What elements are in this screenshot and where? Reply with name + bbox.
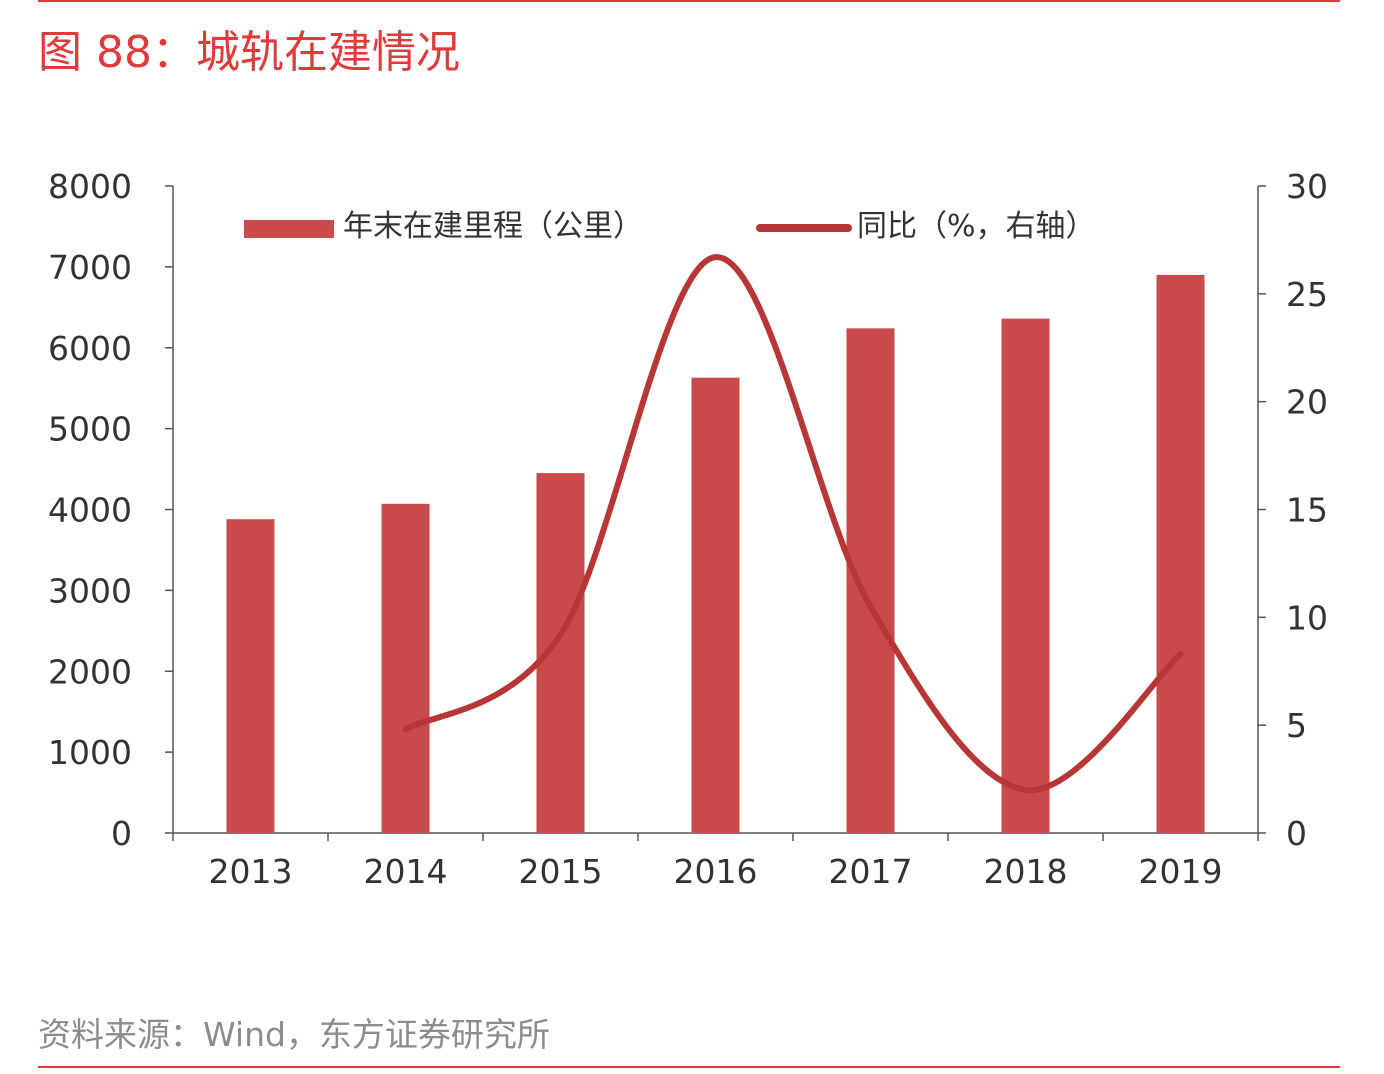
bottom-rule [38, 1066, 1340, 1068]
y-right-tick-label: 30 [1286, 167, 1328, 206]
y-right-tick-label: 15 [1286, 491, 1328, 530]
figure-title: 图 88：城轨在建情况 [38, 27, 460, 78]
y-right-tick-label: 0 [1286, 814, 1307, 853]
chart-axes: 0 1000 2000 3000 4000 5000 6000 7000 8000 0 5 10 15 2… [48, 167, 1328, 891]
y-left-tick-label: 0 [111, 814, 132, 853]
y-right-tick-label: 20 [1286, 383, 1328, 422]
y-left-tick-label: 2000 [48, 652, 132, 691]
x-tick-label: 2018 [984, 852, 1068, 891]
bar [1001, 318, 1050, 833]
y-left-tick-label: 7000 [48, 248, 132, 287]
legend-bar-swatch [244, 220, 334, 238]
legend-line-label: 同比（%，右轴） [857, 209, 1096, 244]
x-tick-label: 2017 [829, 852, 913, 891]
y-left-tick-label: 5000 [48, 410, 132, 449]
y-left-tick-label: 6000 [48, 329, 132, 368]
x-tick-label: 2019 [1139, 852, 1223, 891]
legend-bar-label: 年末在建里程（公里） [343, 209, 643, 244]
y-left-tick-label: 4000 [48, 491, 132, 530]
x-tick-label: 2014 [364, 852, 448, 891]
bar [691, 377, 740, 833]
y-left-tick-label: 3000 [48, 571, 132, 610]
chart-legend: 年末在建里程（公里） 同比（%，右轴） [244, 209, 1096, 244]
line-path [402, 254, 1184, 793]
bar [381, 503, 430, 833]
x-tick-label: 2013 [209, 852, 293, 891]
y-left-tick-label: 1000 [48, 733, 132, 772]
y-right-tick-label: 5 [1286, 706, 1307, 745]
chart: 0 1000 2000 3000 4000 5000 6000 7000 8000 0 5 10 15 2… [48, 167, 1328, 891]
bar-series [226, 274, 1205, 833]
x-tick-label: 2016 [674, 852, 758, 891]
top-rule [38, 0, 1340, 2]
y-right-tick-label: 10 [1286, 598, 1328, 637]
y-left-tick-label: 8000 [48, 167, 132, 206]
bar [226, 519, 275, 833]
source-note: 资料来源：Wind，东方证券研究所 [38, 1015, 550, 1054]
y-right-tick-label: 25 [1286, 275, 1328, 314]
x-tick-label: 2015 [519, 852, 603, 891]
line-series [402, 254, 1184, 793]
bar [1156, 274, 1205, 833]
bar [846, 328, 895, 833]
